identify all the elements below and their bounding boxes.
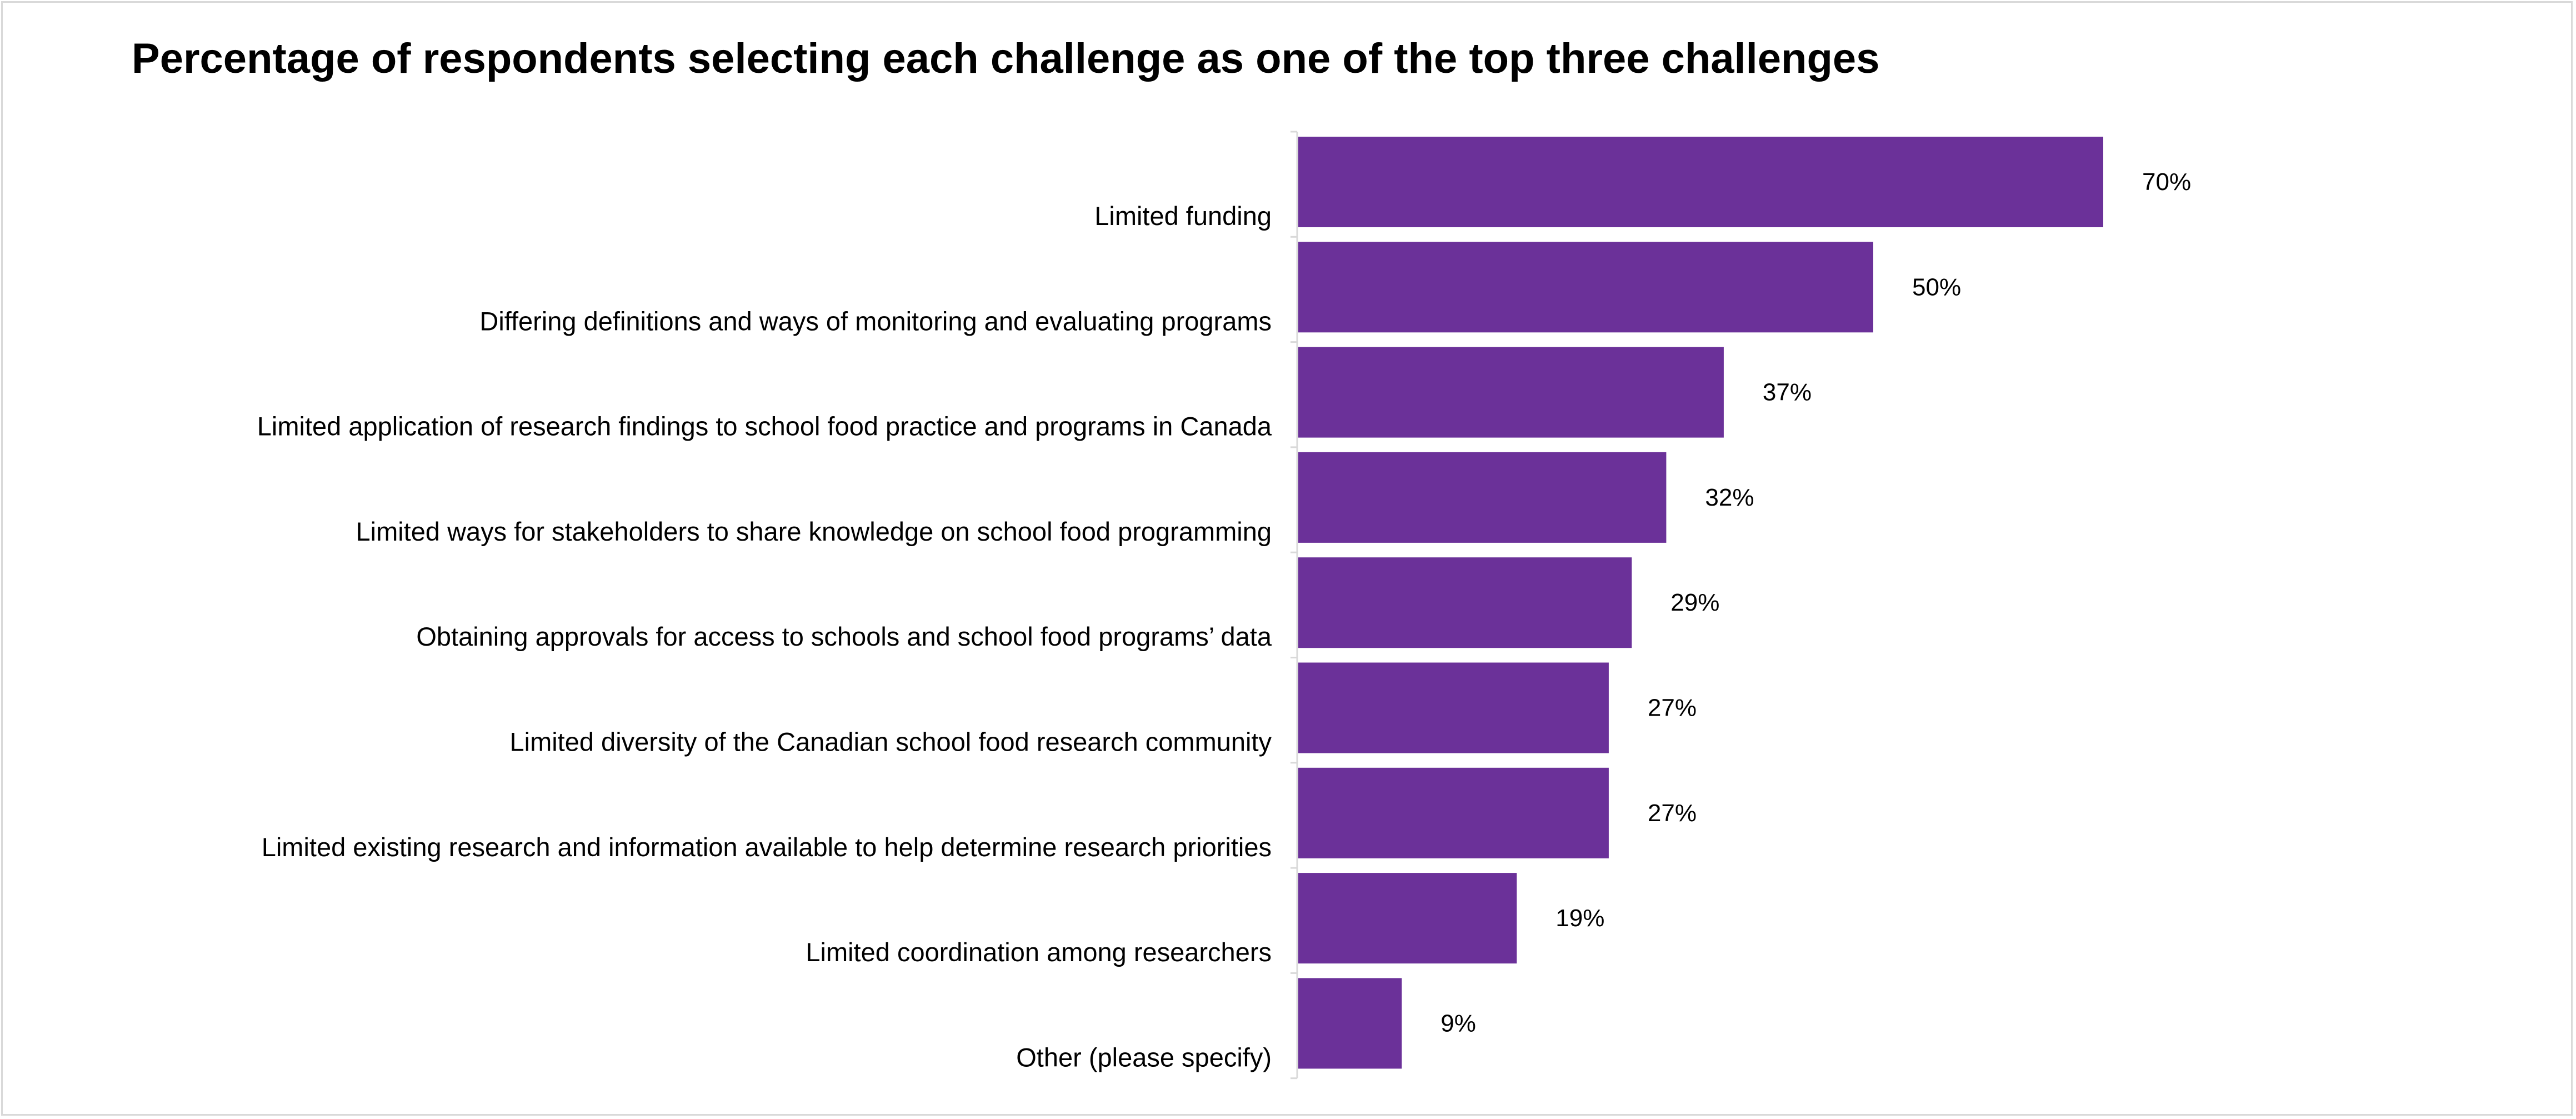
category-label: Limited existing research and informatio… [262,832,1272,862]
bar [1298,452,1667,543]
bar [1298,347,1724,438]
bar [1298,662,1609,753]
category-label: Limited diversity of the Canadian school… [509,727,1272,757]
category-label: Limited ways for stakeholders to share k… [356,517,1272,546]
category-label: Limited coordination among researchers [806,937,1272,967]
bar [1298,873,1517,964]
value-label: 37% [1763,379,1812,406]
value-label: 70% [2142,168,2191,196]
value-label: 29% [1670,589,1719,616]
chart-title: Percentage of respondents selecting each… [132,35,1880,82]
category-label: Limited funding [1094,201,1272,231]
category-label: Other (please specify) [1016,1042,1272,1072]
category-label: Limited application of research findings… [257,412,1272,441]
bar [1298,978,1402,1069]
value-label: 32% [1705,484,1754,511]
value-label: 27% [1648,695,1697,722]
value-label: 27% [1648,800,1697,827]
bar [1298,557,1632,648]
category-label: Differing definitions and ways of monito… [479,306,1272,336]
value-label: 50% [1912,273,1961,301]
value-label: 9% [1440,1010,1476,1037]
bar [1298,242,1873,333]
category-label: Obtaining approvals for access to school… [416,622,1272,651]
value-label: 19% [1555,905,1604,932]
bar [1298,137,2103,227]
bar [1298,767,1609,858]
